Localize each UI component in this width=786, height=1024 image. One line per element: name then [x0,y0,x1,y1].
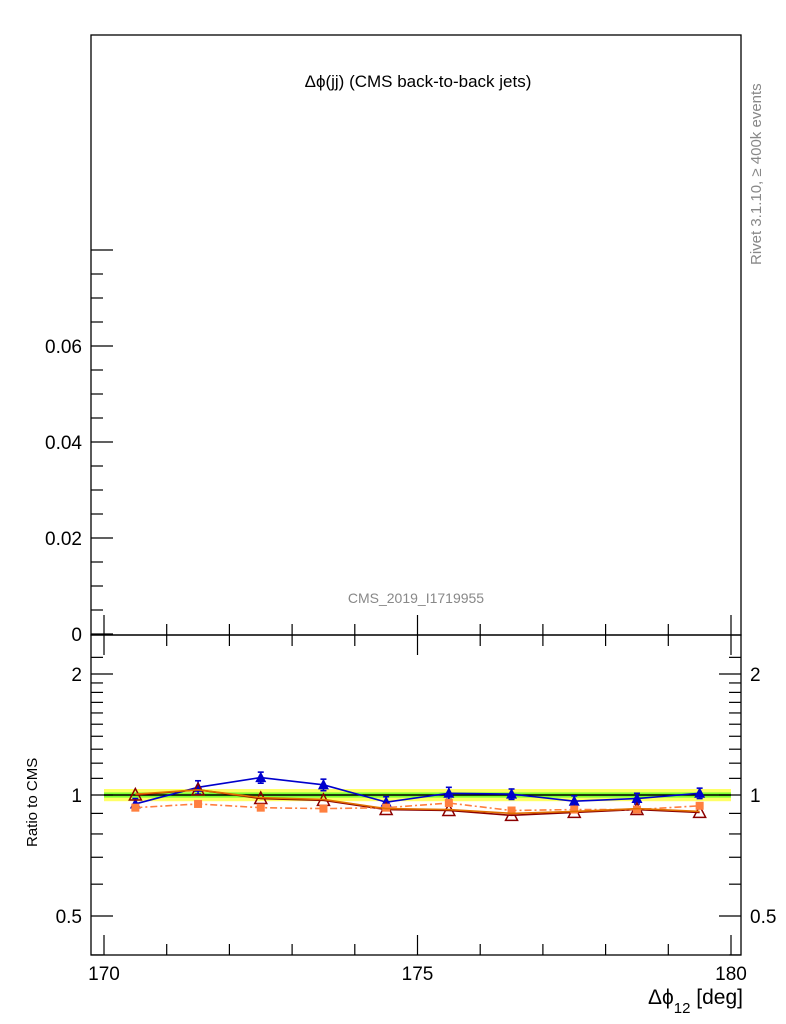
ratio-y-tick-label-right: 1 [750,786,761,807]
main-y-tick-label: 0.02 [45,529,82,550]
series-2-point [256,803,265,812]
x-axis: 170 175 180 [88,615,747,985]
main-panel-frame [90,34,742,636]
series-1-point [190,781,206,796]
x-axis-label: Δϕ12 [deg] [648,986,743,1017]
main-y-tick-label: 0.06 [45,337,82,358]
series-0-point [317,778,329,790]
ratio-y-label: Ratio to CMS [24,758,41,847]
x-axis-label-unit: [deg] [696,986,743,1009]
x-axis-label-subscript: 12 [674,1000,691,1017]
series-0-point [631,792,643,804]
series-2-point [319,804,328,813]
chart-title: Δϕ(jj) (CMS back-to-back jets) [305,72,532,91]
series-2-point [507,806,516,815]
ratio-y-axis: 0.5 0.5 1 1 2 2 [56,656,776,956]
series-2-point [382,803,391,812]
series-2-point [632,805,641,814]
series-2-point [695,801,704,810]
rivet-side-label: Rivet 3.1.10, ≥ 400k events [748,83,765,265]
series-2-point [194,799,203,808]
ratio-y-tick-label-right: 2 [750,665,761,686]
main-y-axis: 0 0.02 0.04 0.06 [45,249,113,646]
main-y-tick-label: 0 [71,625,82,646]
ratio-y-tick-label-right: 0.5 [750,907,776,928]
series-0-point [506,788,518,799]
series-2-point [444,799,453,808]
series-2-point [131,803,140,812]
series-1 [128,781,707,822]
series-2 [131,799,704,815]
ratio-y-tick-label-left: 1 [71,786,82,807]
series-0-point [568,795,580,806]
x-tick-label: 175 [402,964,434,985]
x-tick-label: 170 [88,964,120,985]
main-y-tick-label: 0.04 [45,433,82,454]
series-3-line [135,789,700,815]
series-2-point [570,805,579,814]
series-0-line [135,776,700,805]
ratio-y-tick-label-left: 0.5 [56,907,82,928]
series-0-point [694,787,706,798]
analysis-watermark: CMS_2019_I1719955 [348,590,484,606]
x-axis-label-main: Δϕ [648,986,674,1009]
series-3 [135,789,700,815]
series-1-point [504,807,519,822]
ratio-y-tick-label-left: 2 [71,665,82,686]
x-tick-label: 180 [715,964,747,985]
ratio-series [128,771,707,822]
series-0-point [443,787,455,798]
series-0-point [255,771,267,783]
